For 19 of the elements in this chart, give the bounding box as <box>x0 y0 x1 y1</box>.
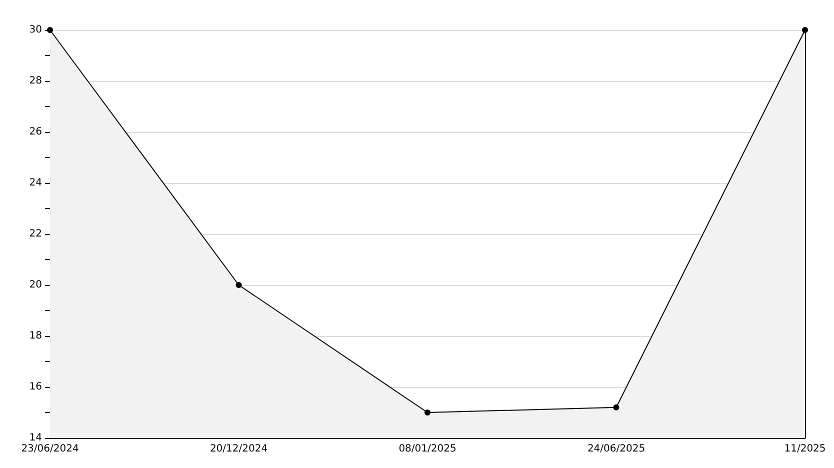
point <box>47 27 53 33</box>
point <box>424 410 430 416</box>
x-tick-label: 08/01/2025 <box>398 444 456 454</box>
y-tick-label: 30 <box>29 24 42 36</box>
y-tick-label: 28 <box>29 76 42 86</box>
x-tick-label: 24/06/2025 <box>587 444 646 454</box>
y-tick-label: 22 <box>29 228 42 240</box>
point <box>236 282 242 288</box>
y-tick-label: 14 <box>29 432 42 444</box>
x-tick-label: 11/2025 <box>784 444 826 454</box>
point <box>613 404 620 410</box>
x-tick-label: 23/06/2024 <box>21 444 79 454</box>
y-tick-label: 26 <box>29 126 42 138</box>
y-tick-label: 16 <box>29 382 42 392</box>
point <box>802 27 808 33</box>
y-tick-label: 20 <box>29 280 42 290</box>
y-tick-label: 24 <box>29 178 42 188</box>
x-tick-label: 20/12/2024 <box>210 444 268 454</box>
y-tick-label: 18 <box>29 330 42 342</box>
